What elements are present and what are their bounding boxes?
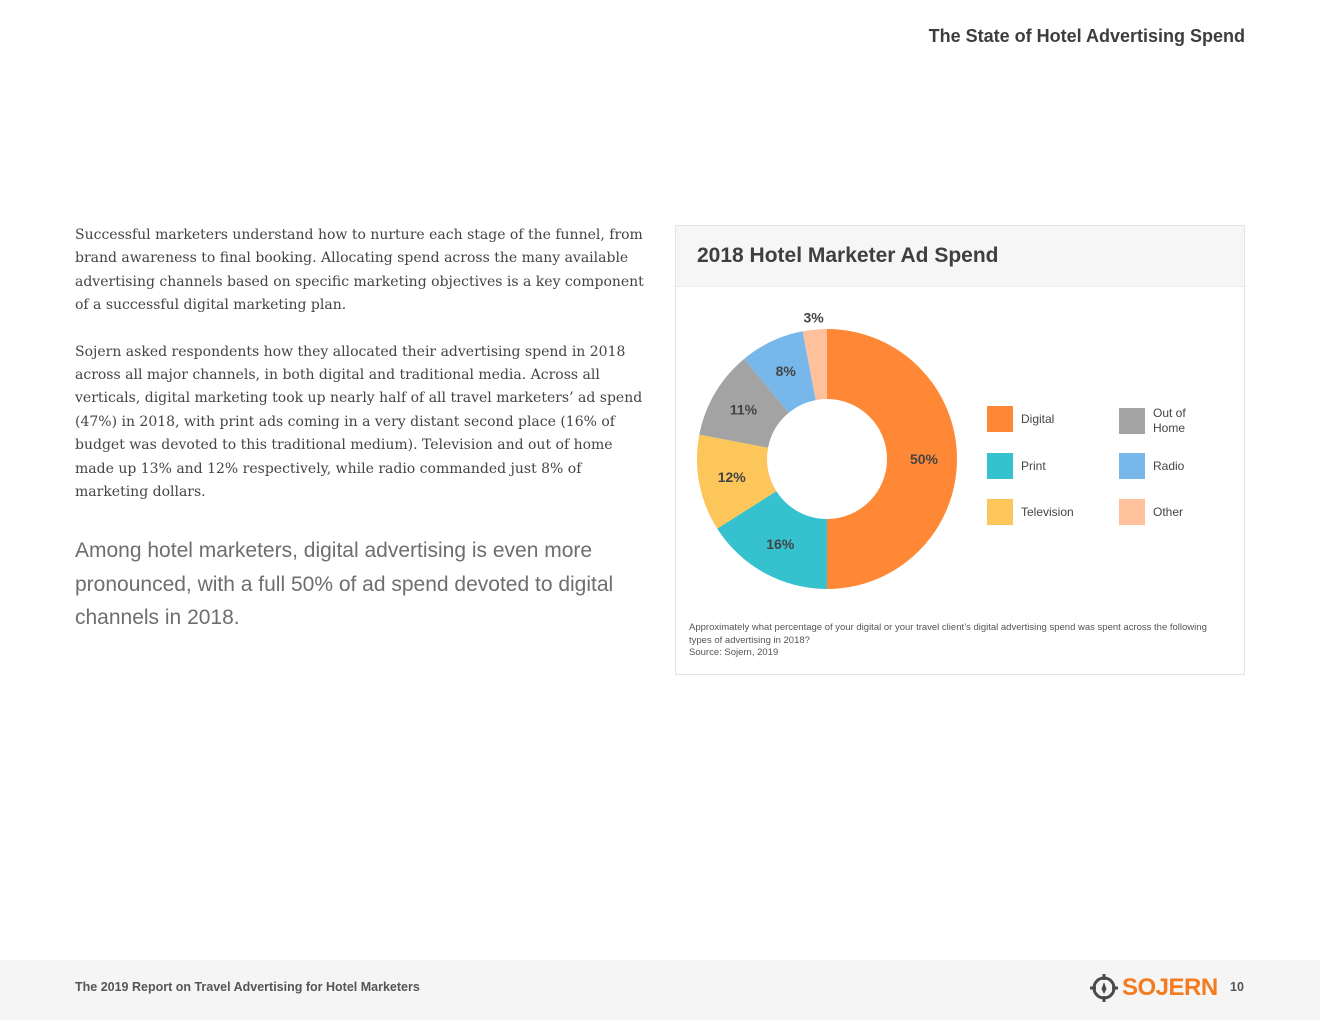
section-title: The State of Hotel Advertising Spend — [928, 26, 1245, 46]
legend-label-out-of-home: Out of Home — [1153, 406, 1186, 435]
legend-label-digital: Digital — [1021, 411, 1055, 426]
legend-swatch-radio — [1119, 453, 1145, 479]
data-label-digital: 50% — [910, 451, 939, 467]
logo-wordmark: SOJERN — [1122, 974, 1218, 1001]
legend-label-television: Television — [1021, 504, 1074, 519]
legend-item-radio: Radio — [1119, 453, 1219, 479]
chart-card: 2018 Hotel Marketer Ad Spend 50% 16% 12% 11… — [675, 225, 1245, 675]
legend-swatch-print — [987, 453, 1013, 479]
donut-slice-television — [697, 434, 777, 529]
donut-slice-digital — [827, 329, 957, 589]
legend-item-out-of-home: Out of Home — [1119, 406, 1219, 436]
sojern-logo: SOJERN — [1089, 973, 1218, 1003]
chart-header: 2018 Hotel Marketer Ad Spend — [676, 226, 1244, 287]
footer: The 2019 Report on Travel Advertising fo… — [0, 960, 1320, 1020]
legend-swatch-television — [987, 499, 1013, 525]
chart-title: 2018 Hotel Marketer Ad Spend — [697, 244, 999, 267]
data-label-print: 16% — [766, 536, 795, 552]
donut-chart: 50% 16% 12% 11% 8% 3% — [697, 310, 957, 589]
donut-slice-print — [717, 491, 827, 589]
data-label-radio: 8% — [776, 363, 797, 379]
legend-swatch-out-of-home — [1119, 408, 1145, 434]
donut-slice-radio — [744, 331, 816, 413]
chart-footnote: Approximately what percentage of your di… — [689, 622, 1219, 660]
legend-item-television: Television — [987, 499, 1087, 525]
footer-report-title: The 2019 Report on Travel Advertising fo… — [75, 980, 420, 994]
body-text: Successful marketers understand how to n… — [75, 224, 650, 527]
legend-label-print: Print — [1021, 458, 1046, 473]
legend-item-digital: Digital — [987, 406, 1087, 432]
data-label-other: 3% — [804, 310, 825, 326]
legend-item-other: Other — [1119, 499, 1219, 525]
chart-source: Source: Sojern, 2019 — [689, 647, 779, 658]
legend-swatch-other — [1119, 499, 1145, 525]
legend-item-print: Print — [987, 453, 1087, 479]
legend-label-radio: Radio — [1153, 458, 1185, 473]
compass-icon — [1090, 974, 1118, 1002]
body-paragraph-1: Successful marketers understand how to n… — [75, 227, 644, 314]
pull-quote: Among hotel marketers, digital advertisi… — [75, 539, 614, 629]
data-label-television: 12% — [718, 469, 747, 485]
legend-label-other: Other — [1153, 504, 1184, 519]
body-paragraph-2: Sojern asked respondents how they alloca… — [75, 343, 643, 501]
page-number: 10 — [1230, 980, 1244, 994]
donut-slice-out-of-home — [699, 358, 789, 448]
legend-swatch-digital — [987, 406, 1013, 432]
chart-question: Approximately what percentage of your di… — [689, 622, 1207, 646]
donut-slice-other — [802, 329, 827, 401]
data-label-out-of-home: 11% — [730, 402, 758, 418]
